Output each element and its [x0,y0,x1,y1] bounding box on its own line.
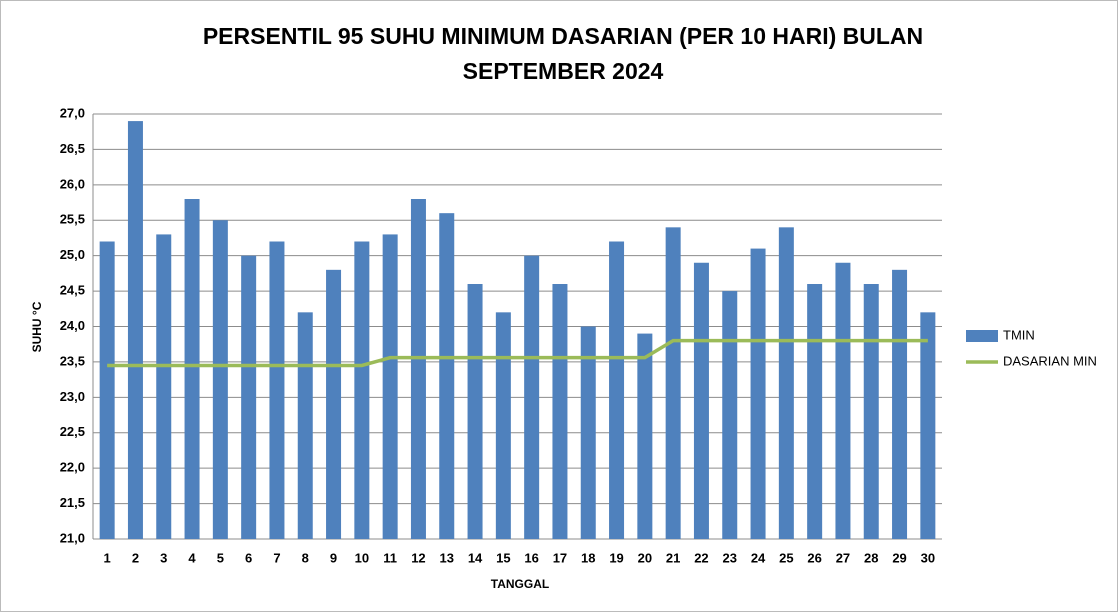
bar [693,262,709,539]
bar [99,241,115,539]
x-tick-label: 4 [188,550,196,565]
x-tick-label: 26 [807,550,821,565]
bar [722,291,738,539]
bar [665,227,681,540]
x-tick-label: 14 [468,550,483,565]
x-tick-label: 20 [638,550,652,565]
x-tick-label: 24 [751,550,766,565]
x-tick-label: 6 [245,550,252,565]
legend-swatch [966,330,998,342]
x-tick-label: 10 [355,550,369,565]
y-tick-label: 24,5 [60,283,85,298]
x-tick-label: 13 [440,550,454,565]
bar [920,312,936,539]
legend-label: TMIN [1003,327,1035,342]
x-tick-label: 9 [330,550,337,565]
y-tick-label: 27,0 [60,105,85,120]
legend-label: DASARIAN MIN [1003,353,1097,368]
x-tick-label: 21 [666,550,680,565]
x-tick-label: 15 [496,550,510,565]
x-tick-label: 1 [104,550,111,565]
y-tick-label: 22,0 [60,460,85,475]
x-tick-label: 29 [892,550,906,565]
bar [382,234,398,539]
y-tick-label: 23,0 [60,389,85,404]
x-tick-label: 8 [302,550,309,565]
bar [297,312,313,539]
bar [184,199,200,539]
y-axis-title: SUHU °C [30,301,44,352]
line [107,338,928,368]
bar [156,234,172,539]
y-tick-label: 26,0 [60,176,85,191]
bar [835,262,851,539]
x-tick-label: 17 [553,550,567,565]
x-tick-label: 7 [273,550,280,565]
y-tick-label: 21,5 [60,495,85,510]
x-tick-label: 16 [524,550,538,565]
x-tick-label: 19 [609,550,623,565]
x-tick-label: 2 [132,550,139,565]
x-tick-label: 5 [217,550,224,565]
bar [410,199,426,539]
y-tick-label: 23,5 [60,353,85,368]
bar [127,121,143,539]
x-tick-label: 22 [694,550,708,565]
bar [637,333,653,539]
bar [467,284,483,539]
bar [892,269,908,539]
y-tick-label: 25,5 [60,212,85,227]
chart-title: PERSENTIL 95 SUHU MINIMUM DASARIAN (PER … [203,23,923,49]
y-tick-label: 22,5 [60,424,85,439]
bar [241,255,257,539]
y-tick-label: 21,0 [60,530,85,545]
x-tick-label: 28 [864,550,878,565]
bar [439,213,455,539]
x-tick-label: 12 [411,550,425,565]
x-tick-label: 3 [160,550,167,565]
bar [609,241,625,539]
bar [269,241,285,539]
bar [807,284,823,539]
bar [495,312,511,539]
chart-title: SEPTEMBER 2024 [463,58,664,84]
bar [778,227,794,540]
bar [750,248,766,540]
bar [863,284,879,539]
bar [326,269,342,539]
x-tick-label: 23 [723,550,737,565]
x-tick-label: 18 [581,550,595,565]
x-axis-title: TANGGAL [491,577,549,591]
x-tick-label: 25 [779,550,793,565]
x-tick-label: 30 [921,550,935,565]
y-tick-label: 26,5 [60,141,85,156]
bar [552,284,568,539]
y-tick-label: 24,0 [60,318,85,333]
bar [524,255,540,539]
x-tick-label: 27 [836,550,850,565]
x-tick-label: 11 [383,550,397,565]
bar [354,241,370,539]
y-tick-label: 25,0 [60,247,85,262]
bar [580,326,596,539]
bar [212,220,228,539]
